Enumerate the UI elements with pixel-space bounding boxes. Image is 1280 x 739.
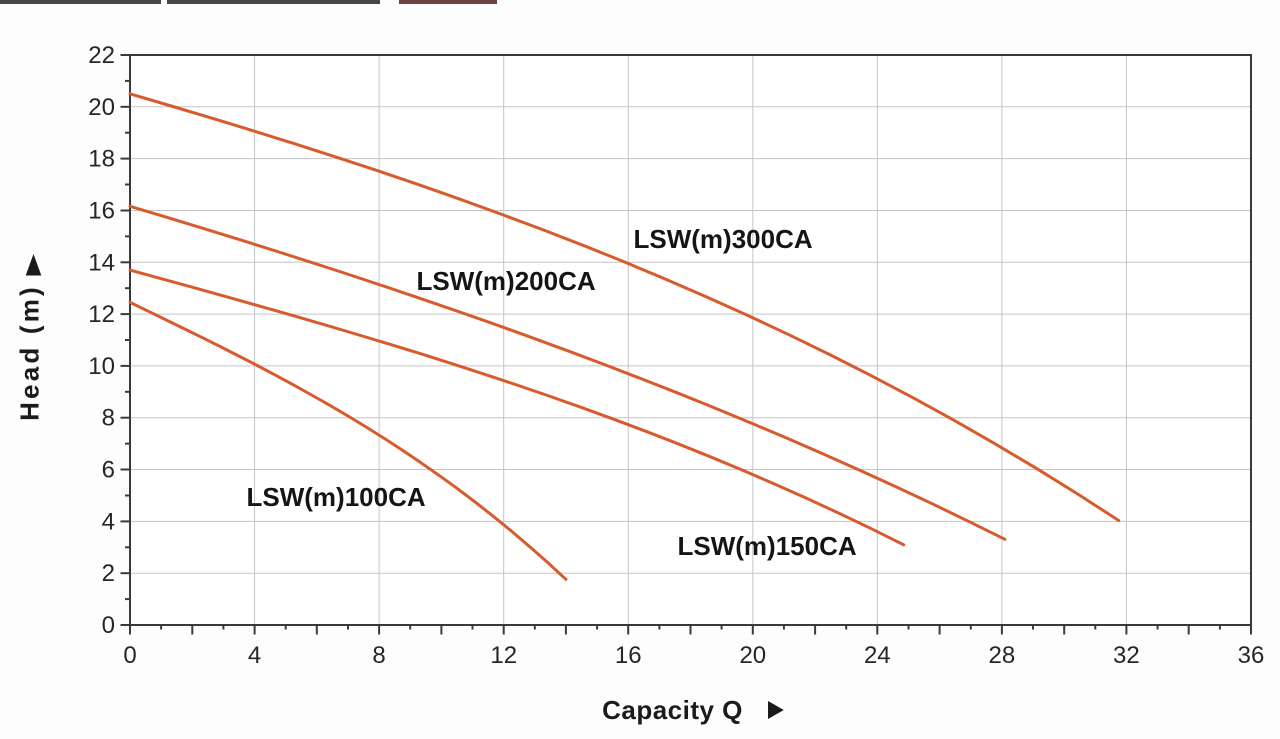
svg-text:Capacity Q: Capacity Q [602,695,743,725]
svg-text:20: 20 [88,94,115,121]
svg-text:16: 16 [615,642,642,669]
svg-text:36: 36 [1238,642,1265,669]
svg-text:12: 12 [88,301,115,328]
svg-text:8: 8 [102,405,115,432]
svg-text:LSW(m)200CA: LSW(m)200CA [417,266,596,296]
svg-text:32: 32 [1113,642,1140,669]
svg-text:0: 0 [102,612,115,639]
svg-text:Head (m): Head (m) [15,284,45,421]
svg-text:LSW(m)100CA: LSW(m)100CA [247,482,426,512]
svg-text:10: 10 [88,353,115,380]
svg-text:8: 8 [372,642,385,669]
svg-text:20: 20 [739,642,766,669]
svg-text:0: 0 [123,642,136,669]
svg-text:LSW(m)300CA: LSW(m)300CA [634,224,813,254]
svg-text:18: 18 [88,146,115,173]
svg-text:24: 24 [864,642,891,669]
svg-text:14: 14 [88,249,115,276]
svg-text:LSW(m)150CA: LSW(m)150CA [678,531,857,561]
svg-text:2: 2 [102,560,115,587]
svg-text:4: 4 [248,642,261,669]
svg-text:16: 16 [88,198,115,225]
svg-text:12: 12 [490,642,517,669]
svg-text:4: 4 [102,508,115,535]
svg-text:22: 22 [88,42,115,69]
svg-text:6: 6 [102,457,115,484]
svg-text:28: 28 [989,642,1016,669]
